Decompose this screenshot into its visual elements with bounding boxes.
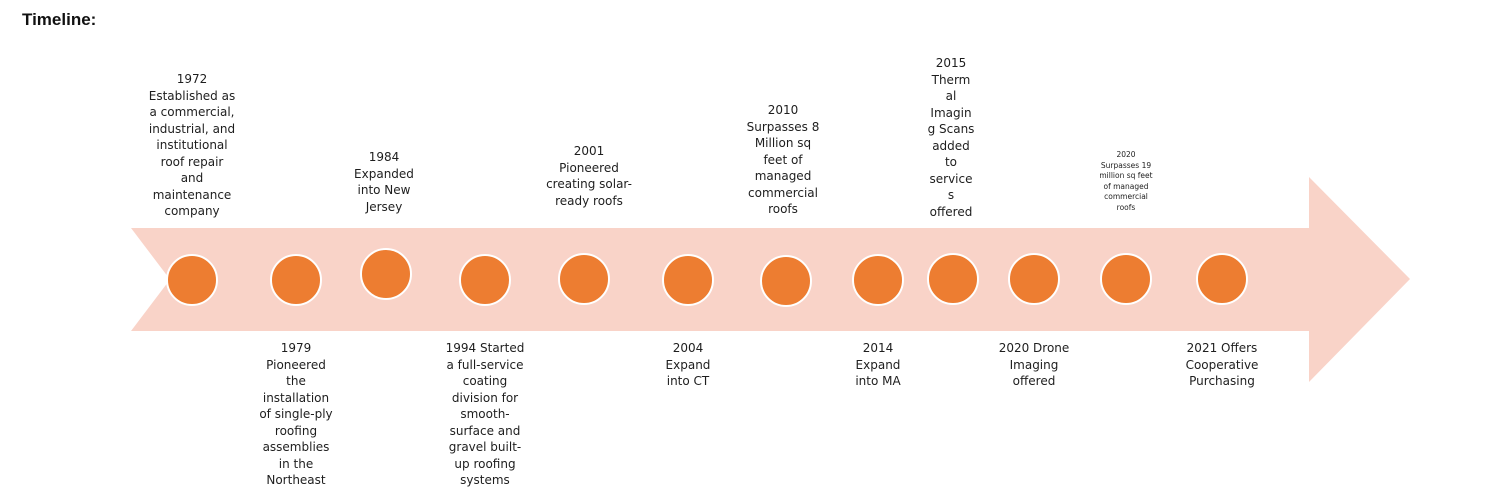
milestone-dot-2014 <box>852 254 904 306</box>
milestone-dot-1984 <box>360 248 412 300</box>
milestone-label-1972: 1972 Established as a commercial, indust… <box>148 72 236 218</box>
milestone-dot-1972 <box>166 254 218 306</box>
milestone-label-2014: 2014 Expand into MA <box>855 341 901 388</box>
milestone-label-1979: 1979 Pioneered the installation of singl… <box>259 341 333 487</box>
milestone-label-2001: 2001 Pioneered creating solar- ready roo… <box>546 144 632 208</box>
milestone-dot-2010 <box>760 255 812 307</box>
milestone-label-2020-19m: 2020 Surpasses 19 million sq feet of man… <box>1099 150 1153 212</box>
milestone-dot-2001 <box>558 253 610 305</box>
milestone-dot-1994 <box>459 254 511 306</box>
timeline-heading: Timeline: <box>22 10 97 29</box>
milestone-label-2010: 2010 Surpasses 8 Million sq feet of mana… <box>746 103 820 216</box>
milestone-label-2015: 2015 Therm al Imagin g Scans added to se… <box>927 56 975 219</box>
milestone-dot-2021 <box>1196 253 1248 305</box>
milestone-label-1984: 1984 Expanded into New Jersey <box>354 150 414 214</box>
milestone-dot-2020-19m <box>1100 253 1152 305</box>
milestone-dot-2015 <box>927 253 979 305</box>
milestone-label-2004: 2004 Expand into CT <box>665 341 711 388</box>
milestone-dot-2020-drone <box>1008 253 1060 305</box>
milestone-dot-2004 <box>662 254 714 306</box>
milestone-label-2021: 2021 Offers Cooperative Purchasing <box>1185 341 1259 388</box>
milestone-label-2020-drone: 2020 Drone Imaging offered <box>998 341 1070 388</box>
milestone-label-1994: 1994 Started a full-service coating divi… <box>445 341 525 487</box>
milestone-dot-1979 <box>270 254 322 306</box>
